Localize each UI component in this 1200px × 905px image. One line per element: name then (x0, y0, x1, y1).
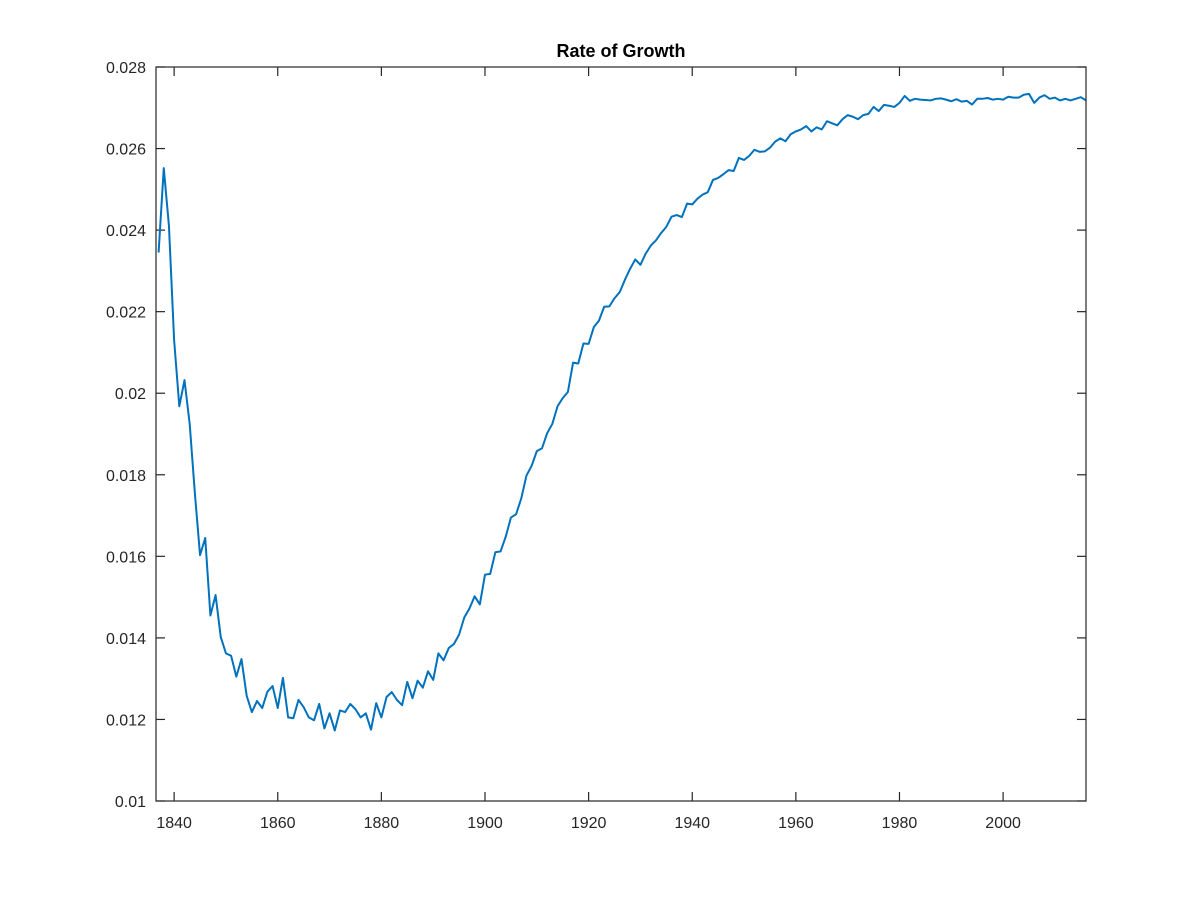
axes-box (155, 66, 1087, 802)
x-tick-label: 2000 (985, 815, 1021, 832)
y-tick-label: 0.016 (106, 549, 146, 566)
x-tick-label: 1860 (260, 815, 296, 832)
y-tick-label: 0.014 (106, 631, 146, 648)
x-tick-label: 1940 (674, 815, 710, 832)
y-tick-label: 0.012 (106, 712, 146, 729)
x-tick-label: 1980 (882, 815, 918, 832)
y-tick-label: 0.026 (106, 142, 146, 159)
y-tick-label: 0.028 (106, 60, 146, 77)
y-tick-label: 0.01 (115, 794, 146, 811)
chart-title: Rate of Growth (557, 41, 686, 61)
y-tick-label: 0.024 (106, 223, 146, 240)
series-line (157, 92, 1087, 732)
y-axis: 0.01 0.012 0.014 0.016 0.018 0.02 0.022 0.024 0.… (106, 60, 1086, 811)
y-tick-label: 0.018 (106, 468, 146, 485)
y-tick-label: 0.02 (115, 386, 146, 403)
y-tick-label: 0.022 (106, 305, 146, 322)
x-tick-label: 1960 (778, 815, 814, 832)
x-tick-label: 1840 (156, 815, 192, 832)
plot-area (156, 67, 1086, 801)
x-tick-label: 1880 (364, 815, 400, 832)
x-tick-label: 1900 (467, 815, 503, 832)
x-axis: 1840 1860 1880 1900 1920 1940 1960 1980 2000 (156, 67, 1021, 832)
x-tick-label: 1920 (571, 815, 607, 832)
